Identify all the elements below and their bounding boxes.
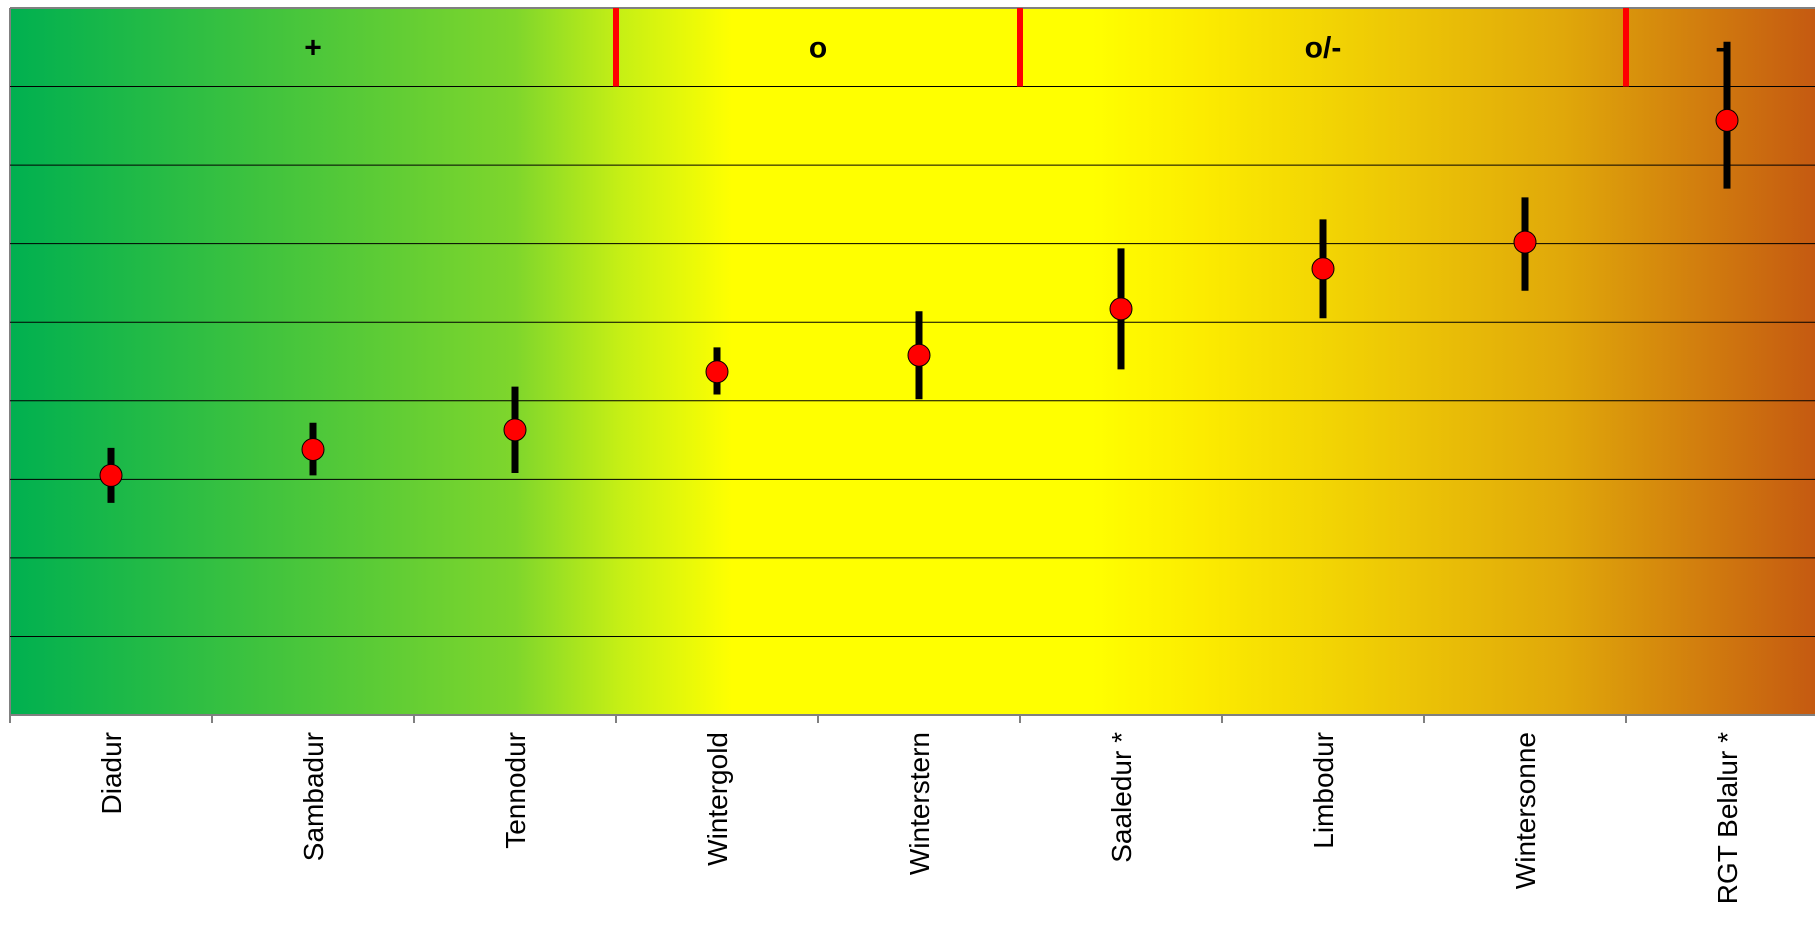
x-tick-label: Tennodur [500,732,531,849]
band-label: + [304,31,322,64]
gridlines [10,86,1815,637]
band-labels: + o o/- - [304,31,1725,64]
x-tick-label: RGT Belalur * [1712,732,1743,904]
x-tick-label: Wintergold [702,732,733,866]
band-label: o [809,31,827,64]
data-markers [99,108,1739,487]
band-label: - [1716,31,1726,64]
data-point [99,463,123,487]
data-point [1715,108,1739,132]
x-tick-label: Saaledur * [1106,732,1137,863]
x-tick-label: Winterstern [904,732,935,875]
data-point [907,343,931,367]
data-point [1311,257,1335,281]
x-tick-label: Diadur [96,732,127,814]
data-point [301,437,325,461]
data-point [1109,297,1133,321]
x-tick-label: Wintersonne [1510,732,1541,889]
band-label: o/- [1305,31,1342,64]
x-tick-label: Sambadur [298,732,329,861]
x-tick-label: Limbodur [1308,732,1339,849]
data-point [705,360,729,384]
data-point [1513,230,1537,254]
data-point [503,418,527,442]
band-dividers [613,8,1629,87]
x-ticks [9,715,1627,723]
x-tick-labels: Diadur Sambadur Tennodur Wintergold Winterst… [96,732,1743,904]
